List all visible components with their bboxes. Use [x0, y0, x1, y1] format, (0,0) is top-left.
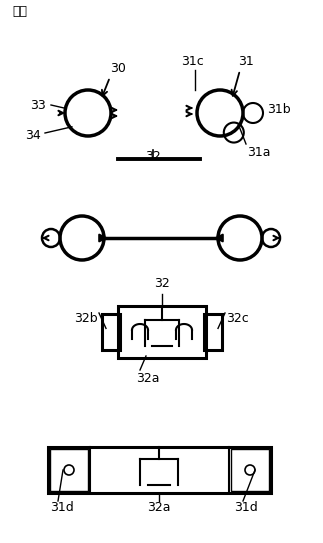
Text: 34: 34 [25, 129, 41, 142]
Bar [102, 314, 120, 350]
Text: 32b: 32b [74, 312, 98, 325]
Text: 31b: 31b [267, 103, 291, 116]
Text: 32: 32 [154, 277, 170, 290]
Text: 32c: 32c [226, 312, 249, 325]
Text: 図６: 図６ [12, 5, 27, 18]
Bar [204, 314, 222, 350]
Text: 32a: 32a [147, 501, 171, 514]
Bar [118, 306, 206, 358]
Text: 31c: 31c [181, 55, 203, 68]
Text: 32: 32 [145, 150, 161, 163]
Text: 31a: 31a [247, 146, 270, 159]
Text: 30: 30 [110, 62, 126, 75]
Text: 31d: 31d [234, 501, 258, 514]
Bar [231, 449, 269, 491]
Text: 31: 31 [238, 55, 254, 68]
Text: 33: 33 [30, 98, 46, 111]
Text: 32a: 32a [136, 372, 160, 385]
Bar [50, 449, 88, 491]
Text: 31d: 31d [50, 501, 74, 514]
Bar [48, 447, 271, 493]
